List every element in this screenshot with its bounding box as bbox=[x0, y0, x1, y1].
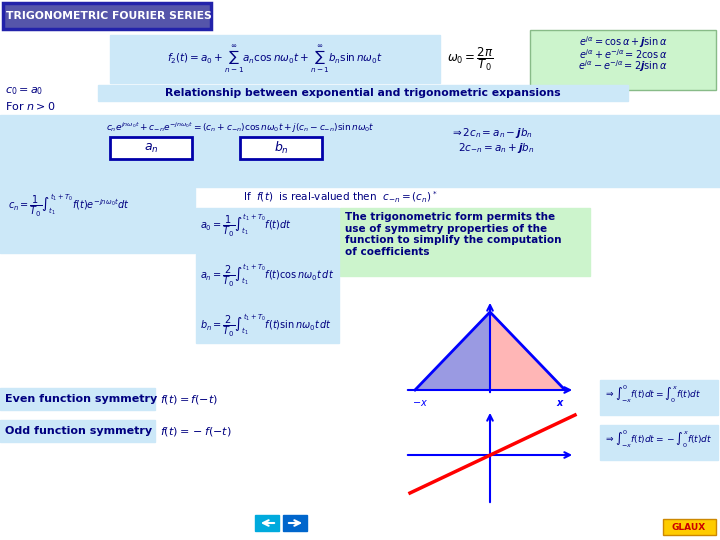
Text: $b_n=\dfrac{2}{T_0}\int_{t_1}^{t_1+T_0}f(t)\sin n\omega_0 t\,dt$: $b_n=\dfrac{2}{T_0}\int_{t_1}^{t_1+T_0}f… bbox=[200, 313, 332, 339]
Text: $a_n=\dfrac{2}{T_0}\int_{t_1}^{t_1+T_0}f(t)\cos n\omega_0 t\,dt$: $a_n=\dfrac{2}{T_0}\int_{t_1}^{t_1+T_0}f… bbox=[200, 263, 334, 289]
Text: $e^{j\alpha}=\cos\alpha+\boldsymbol{j}\sin\alpha$: $e^{j\alpha}=\cos\alpha+\boldsymbol{j}\s… bbox=[579, 34, 667, 50]
Text: Odd function symmetry: Odd function symmetry bbox=[5, 426, 152, 436]
Bar bbox=[110, 35, 440, 83]
Text: $\omega_0=\dfrac{2\pi}{T_0}$: $\omega_0=\dfrac{2\pi}{T_0}$ bbox=[446, 45, 493, 73]
Text: $c_ne^{jn\omega_0 t}+c_{-n}e^{-jn\omega_0 t}=(c_n+c_{-n})\cos n\omega_0 t+j(c_n-: $c_ne^{jn\omega_0 t}+c_{-n}e^{-jn\omega_… bbox=[106, 121, 374, 135]
Bar bbox=[663, 519, 716, 535]
Text: $f(t)=f(-t)$: $f(t)=f(-t)$ bbox=[160, 393, 218, 406]
Bar bbox=[0, 388, 155, 410]
Text: $a_0=\dfrac{1}{T_0}\int_{t_1}^{t_1+T_0}f(t)dt$: $a_0=\dfrac{1}{T_0}\int_{t_1}^{t_1+T_0}f… bbox=[200, 213, 292, 239]
Text: $e^{j\alpha}+e^{-j\alpha}=2\cos\alpha$: $e^{j\alpha}+e^{-j\alpha}=2\cos\alpha$ bbox=[579, 47, 667, 61]
Bar bbox=[196, 208, 339, 343]
Text: $\Rightarrow\int_{-x}^{0}f(t)dt=-\int_{0}^{x}f(t)dt$: $\Rightarrow\int_{-x}^{0}f(t)dt=-\int_{0… bbox=[604, 428, 712, 450]
Bar bbox=[340, 208, 590, 276]
Bar bbox=[0, 115, 720, 187]
Text: The trigonometric form permits the
use of symmetry properties of the
function to: The trigonometric form permits the use o… bbox=[345, 212, 562, 257]
Bar bbox=[255, 515, 279, 531]
Polygon shape bbox=[415, 312, 490, 390]
Text: Even function symmetry: Even function symmetry bbox=[5, 394, 157, 404]
Bar bbox=[0, 420, 155, 442]
Polygon shape bbox=[490, 312, 565, 390]
Bar bbox=[530, 30, 716, 90]
Bar bbox=[98, 85, 628, 101]
Text: $f_2(t)=a_0+\sum_{n-1}^{\infty}a_n\cos n\omega_0 t+\sum_{n-1}^{\infty}b_n\sin n\: $f_2(t)=a_0+\sum_{n-1}^{\infty}a_n\cos n… bbox=[167, 43, 383, 75]
Text: $2c_{-n}=a_n+\boldsymbol{j}b_n$: $2c_{-n}=a_n+\boldsymbol{j}b_n$ bbox=[458, 141, 534, 155]
Text: For $n>0$: For $n>0$ bbox=[5, 100, 55, 112]
Text: TRIGONOMETRIC FOURIER SERIES: TRIGONOMETRIC FOURIER SERIES bbox=[6, 11, 212, 21]
Bar bbox=[283, 515, 307, 531]
Text: $e^{j\alpha}-e^{-j\alpha}=2\boldsymbol{j}\sin\alpha$: $e^{j\alpha}-e^{-j\alpha}=2\boldsymbol{j… bbox=[578, 58, 667, 74]
Text: $\Rightarrow\int_{-x}^{0}f(t)dt=\int_{0}^{x}f(t)dt$: $\Rightarrow\int_{-x}^{0}f(t)dt=\int_{0}… bbox=[604, 383, 701, 405]
Text: $c_n=\dfrac{1}{T_0}\int_{t_1}^{t_1+T_0}f(t)e^{-jn\omega_0 t}dt$: $c_n=\dfrac{1}{T_0}\int_{t_1}^{t_1+T_0}f… bbox=[8, 193, 130, 219]
Bar bbox=[600, 380, 718, 415]
Text: $\Rightarrow 2c_n=a_n-\boldsymbol{j}b_n$: $\Rightarrow 2c_n=a_n-\boldsymbol{j}b_n$ bbox=[450, 126, 533, 140]
Bar bbox=[600, 425, 718, 460]
Text: $b_n$: $b_n$ bbox=[274, 140, 289, 156]
Text: GLAUX: GLAUX bbox=[672, 523, 706, 531]
Bar bbox=[240, 137, 322, 159]
Text: $c_0=a_0$: $c_0=a_0$ bbox=[5, 85, 43, 97]
Bar bbox=[0, 188, 195, 253]
Text: Relationship between exponential and trigonometric expansions: Relationship between exponential and tri… bbox=[165, 88, 561, 98]
Bar bbox=[110, 137, 192, 159]
Text: $a_n$: $a_n$ bbox=[144, 141, 158, 154]
Bar bbox=[3, 3, 211, 29]
Text: $f(t)=-f(-t)$: $f(t)=-f(-t)$ bbox=[160, 424, 232, 437]
Text: $\boldsymbol{x}$: $\boldsymbol{x}$ bbox=[556, 398, 564, 408]
Text: $-x$: $-x$ bbox=[412, 398, 428, 408]
Text: If  $f(t)$  is real-valued then  $c_{-n}=(c_n)^*$: If $f(t)$ is real-valued then $c_{-n}=(c… bbox=[243, 190, 437, 205]
